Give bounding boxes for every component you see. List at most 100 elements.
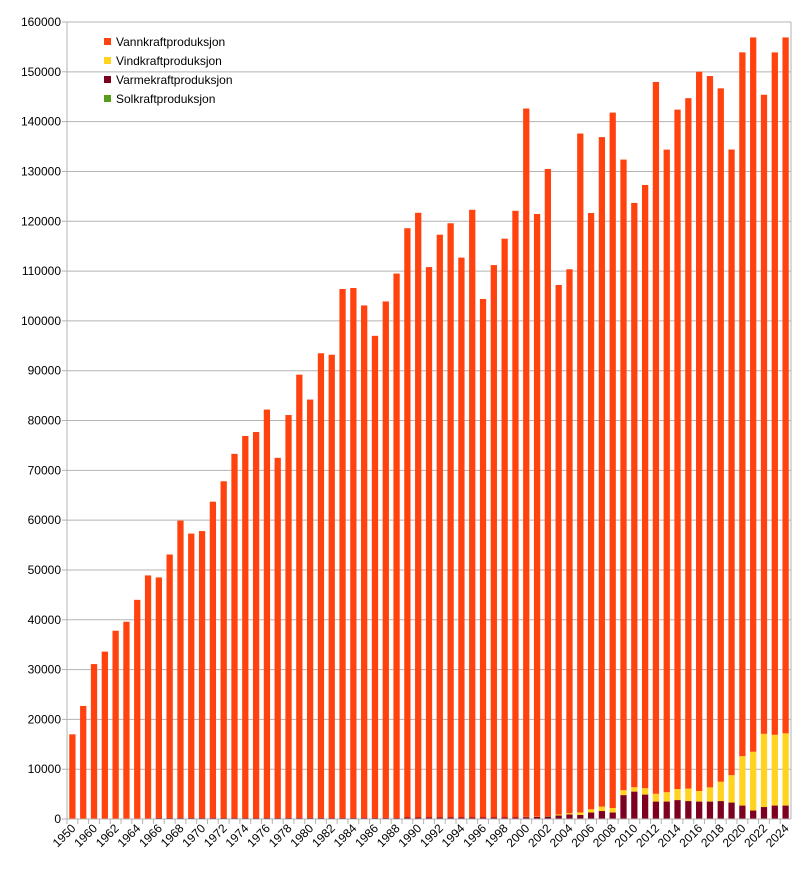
bar-segment <box>534 214 540 817</box>
x-tick-label: 2022 <box>741 821 770 850</box>
y-tick-label: 120000 <box>21 214 61 228</box>
bar-segment <box>685 801 691 819</box>
bar-segment <box>761 807 767 819</box>
x-tick-label: 2004 <box>547 821 576 850</box>
bar-segment <box>361 305 367 818</box>
bar-segment <box>491 265 497 817</box>
bar-segment <box>728 150 734 776</box>
bar-segment <box>285 415 291 818</box>
x-tick-label: 2024 <box>763 821 792 850</box>
bar-segment <box>718 801 724 819</box>
bar-segment <box>566 815 572 819</box>
bar-segment <box>458 258 464 818</box>
x-tick-label: 2014 <box>655 821 684 850</box>
bar-segment <box>631 203 637 787</box>
bar-segment <box>664 150 670 793</box>
x-tick-label: 1968 <box>158 821 187 850</box>
bar-segment <box>739 806 745 819</box>
x-tick-label: 1982 <box>309 821 338 850</box>
x-tick-label: 1990 <box>396 821 425 850</box>
bar-segment <box>577 815 583 819</box>
bar-segment <box>437 235 443 818</box>
bar-segment <box>210 502 216 818</box>
legend-swatch <box>104 76 111 83</box>
bar-segment <box>253 432 259 818</box>
bar-segment <box>199 531 205 818</box>
x-tick-label: 1976 <box>244 821 273 850</box>
bar-segment <box>350 288 356 818</box>
y-tick-label: 130000 <box>21 164 61 178</box>
bar-segment <box>177 521 183 818</box>
bar-segment <box>566 269 572 813</box>
y-tick-label: 30000 <box>28 663 62 677</box>
x-tick-label: 2006 <box>568 821 597 850</box>
bar-segment <box>610 813 616 819</box>
x-tick-label: 1966 <box>136 821 165 850</box>
bar-segment <box>275 458 281 818</box>
legend-swatch <box>104 95 111 102</box>
bar-segment <box>620 795 626 819</box>
bar-segment <box>610 808 616 813</box>
bar-segment <box>620 160 626 791</box>
bar-segment <box>242 436 248 818</box>
y-tick-label: 70000 <box>28 463 62 477</box>
x-tick-label: 2008 <box>590 821 619 850</box>
bar-segment <box>339 289 345 818</box>
legend-item: Vindkraftproduksjon <box>104 54 222 68</box>
y-tick-label: 160000 <box>21 15 61 29</box>
bar-segment <box>188 534 194 818</box>
x-tick-label: 2002 <box>525 821 554 850</box>
bar-segment <box>556 816 562 819</box>
bar-segment <box>707 787 713 801</box>
legend-swatch <box>104 38 111 45</box>
bar-segment <box>588 809 594 812</box>
bar-segment <box>620 790 626 795</box>
bar-segment <box>631 787 637 791</box>
bar-segment <box>167 555 173 819</box>
x-tick-label: 2016 <box>676 821 705 850</box>
bar-segment <box>372 336 378 818</box>
bar-segment <box>588 213 594 809</box>
bar-segment <box>782 733 788 805</box>
x-tick-label: 1998 <box>482 821 511 850</box>
bar-segment <box>545 169 551 816</box>
bar-segment <box>674 789 680 800</box>
bar-segment <box>393 274 399 818</box>
bar-segment <box>674 800 680 819</box>
bar-segment <box>134 600 140 819</box>
bar-segment <box>577 812 583 815</box>
bar-segment <box>145 575 151 819</box>
bar-segment <box>750 752 756 811</box>
bar-segment <box>91 664 97 819</box>
bar-segment <box>447 223 453 817</box>
bar-segment <box>718 88 724 781</box>
x-tick-label: 1964 <box>115 821 144 850</box>
legend-label: Varmekraftproduksjon <box>116 73 233 87</box>
x-tick-label: 1996 <box>460 821 489 850</box>
legend-item: Solkraftproduksjon <box>104 92 215 106</box>
x-tick-label: 1970 <box>179 821 208 850</box>
bar-segment <box>696 802 702 819</box>
bar-segment <box>318 353 324 818</box>
bar-segment <box>577 134 583 813</box>
bar-segment <box>426 267 432 817</box>
bar-segment <box>761 95 767 734</box>
x-tick-label: 1974 <box>223 821 252 850</box>
bar-segment <box>653 802 659 819</box>
bar-segment <box>739 52 745 756</box>
bar-segment <box>588 813 594 819</box>
legend-item: Vannkraftproduksjon <box>104 35 225 49</box>
y-tick-label: 100000 <box>21 314 61 328</box>
bar-segment <box>707 802 713 819</box>
bar-segment <box>512 211 518 818</box>
bar-segment <box>642 788 648 794</box>
y-tick-label: 40000 <box>28 613 62 627</box>
bar-segment <box>469 210 475 818</box>
y-tick-label: 80000 <box>28 414 62 428</box>
y-tick-label: 90000 <box>28 364 62 378</box>
bar-segment <box>221 481 227 818</box>
x-tick-label: 1972 <box>201 821 230 850</box>
bar-segment <box>718 782 724 801</box>
x-tick-label: 1992 <box>417 821 446 850</box>
